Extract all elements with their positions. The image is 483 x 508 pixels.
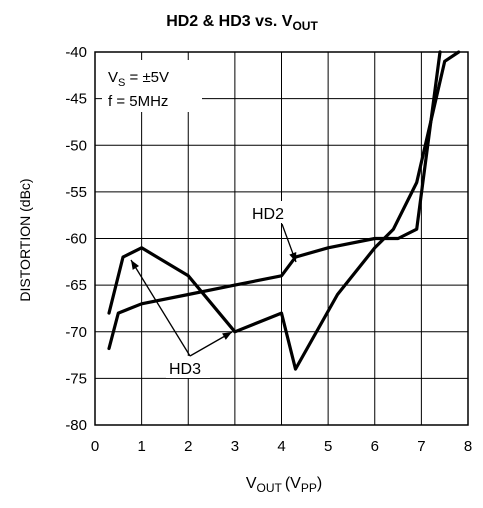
x-tick-label: 6 bbox=[371, 438, 379, 455]
annotation-arrows bbox=[130, 223, 297, 357]
hd3-label-bg bbox=[166, 356, 210, 378]
series-group bbox=[107, 50, 461, 371]
y-tick-label: -40 bbox=[65, 44, 87, 61]
y-tick-label: -45 bbox=[65, 91, 87, 108]
tick-labels: 0 1 2 3 4 5 6 7 8 -40 -45 -50 -55 -60 -65 -70 -75 -80 bbox=[65, 44, 472, 455]
hd2-label-bg bbox=[249, 201, 293, 223]
x-tick-label: 7 bbox=[417, 438, 425, 455]
hd3-arrow-right-head bbox=[222, 332, 232, 340]
x-tick-label: 4 bbox=[277, 438, 285, 455]
y-tick-label: -70 bbox=[65, 324, 87, 341]
y-tick-label: -55 bbox=[65, 184, 87, 201]
y-axis-label: DISTORTION (dBc) bbox=[17, 178, 33, 301]
y-tick-label: -80 bbox=[65, 417, 87, 434]
hd3-arrow-left-shaft bbox=[130, 259, 191, 357]
x-tick-label: 3 bbox=[231, 438, 239, 455]
plot-border bbox=[94, 51, 469, 426]
x-axis-label: VOUT (VPP) bbox=[246, 475, 322, 495]
y-tick-label: -65 bbox=[65, 277, 87, 294]
conditions-frequency: f = 5MHz bbox=[108, 93, 168, 110]
y-tick-label: -50 bbox=[65, 137, 87, 154]
hd3-arrow-left-head bbox=[131, 260, 140, 270]
x-tick-label: 0 bbox=[91, 438, 99, 455]
conditions-supply: VS = ±5V bbox=[108, 69, 169, 89]
conditions-box bbox=[102, 60, 202, 112]
x-tick-label: 1 bbox=[137, 438, 145, 455]
hd2-arrow-head bbox=[289, 252, 297, 262]
chart-title: HD2 & HD3 vs. VOUT bbox=[166, 13, 318, 33]
series-line-hd2 bbox=[107, 50, 442, 351]
x-tick-label: 5 bbox=[324, 438, 332, 455]
y-tick-label: -60 bbox=[65, 231, 87, 248]
x-tick-label: 2 bbox=[184, 438, 192, 455]
x-tick-label: 8 bbox=[464, 438, 472, 455]
y-tick-label: -75 bbox=[65, 370, 87, 387]
hd2-label: HD2 bbox=[252, 206, 284, 223]
series-line-hd3 bbox=[107, 50, 461, 371]
hd3-label: HD3 bbox=[169, 361, 201, 378]
